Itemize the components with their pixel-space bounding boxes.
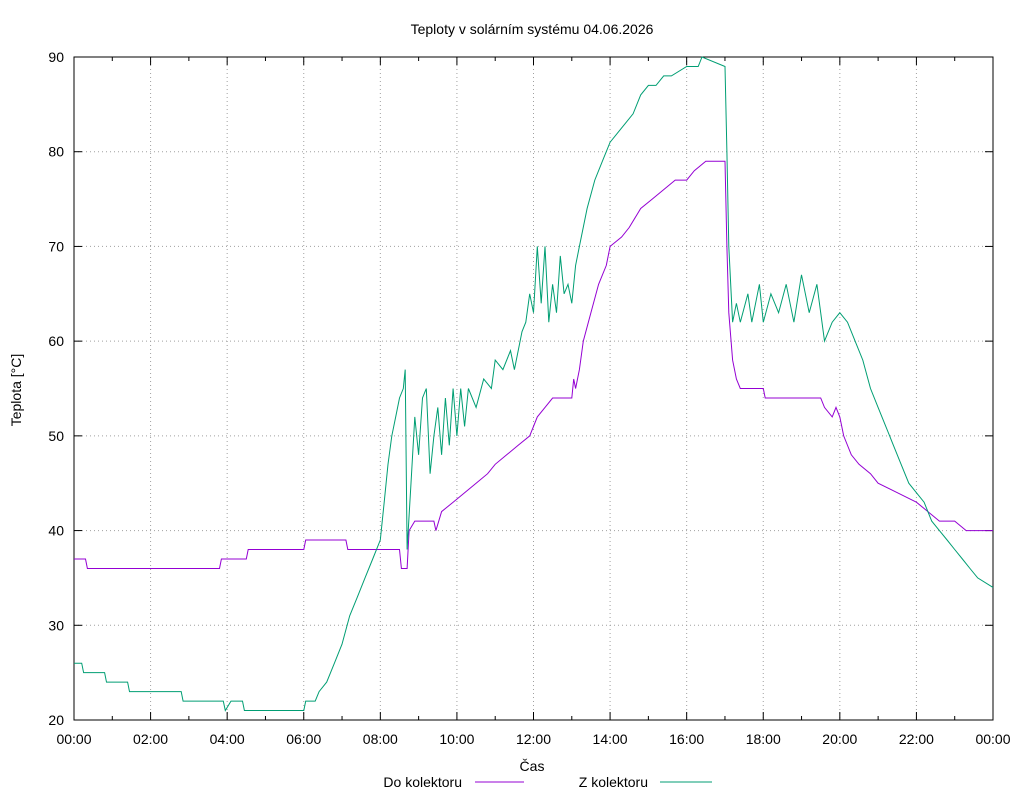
grid: [74, 57, 993, 720]
y-tick-label: 70: [48, 238, 64, 254]
legend-label: Do kolektoru: [383, 774, 462, 790]
x-tick-label: 10:00: [439, 731, 474, 747]
y-tick-label: 30: [48, 617, 64, 633]
x-tick-label: 16:00: [669, 731, 704, 747]
legend-label: Z kolektoru: [579, 774, 648, 790]
y-axis-label: Teplota [°C]: [8, 354, 24, 427]
x-axis-label: Čas: [520, 758, 545, 774]
x-tick-label: 22:00: [899, 731, 934, 747]
y-tick-label: 80: [48, 144, 64, 160]
x-tick-label: 04:00: [210, 731, 245, 747]
y-tick-label: 60: [48, 333, 64, 349]
y-tick-label: 90: [48, 49, 64, 65]
series-line-do-kolektoru: [74, 160, 993, 569]
series-lines: [74, 56, 994, 712]
chart-title: Teploty v solárním systému 04.06.2026: [411, 21, 654, 37]
x-tick-label: 20:00: [822, 731, 857, 747]
x-tick-label: 00:00: [56, 731, 91, 747]
x-tick-label: 18:00: [746, 731, 781, 747]
series-line-z-kolektoru: [74, 56, 994, 712]
legend: Do kolektoru Z kolektoru: [383, 774, 712, 790]
axis-ticks: 20 30 40 50 60 70 80 90 00:00 02:00 04:00 06:00 08:0…: [48, 49, 1010, 747]
x-tick-label: 00:00: [975, 731, 1010, 747]
plot-frame: [73, 56, 994, 721]
y-tick-label: 50: [48, 428, 64, 444]
x-tick-label: 14:00: [593, 731, 628, 747]
x-tick-label: 12:00: [516, 731, 551, 747]
x-tick-label: 08:00: [363, 731, 398, 747]
x-tick-label: 06:00: [286, 731, 321, 747]
x-tick-label: 02:00: [133, 731, 168, 747]
y-tick-label: 40: [48, 523, 64, 539]
y-tick-label: 20: [48, 712, 64, 728]
